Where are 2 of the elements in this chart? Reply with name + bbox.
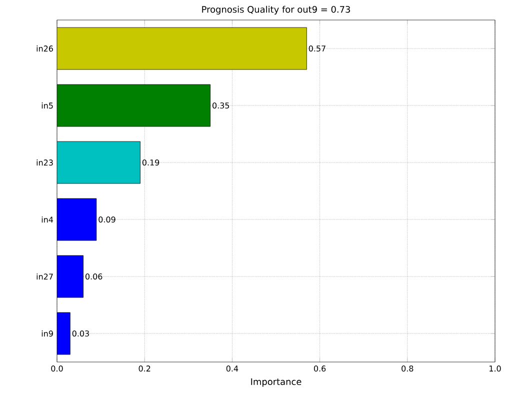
chart-title: Prognosis Quality for out9 = 0.73: [202, 6, 350, 14]
x-axis-title: Importance: [251, 378, 302, 387]
